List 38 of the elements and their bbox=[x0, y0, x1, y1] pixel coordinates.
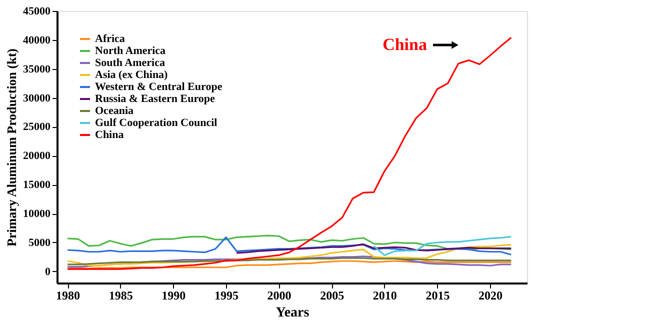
x-tick-label: 2000 bbox=[267, 288, 292, 302]
y-tick-label: 30000 bbox=[23, 92, 51, 104]
line-series bbox=[373, 236, 512, 256]
legend-label: Africa bbox=[95, 33, 126, 45]
annotation: China bbox=[382, 35, 428, 54]
y-tick-label: 20000 bbox=[23, 150, 51, 162]
line-series bbox=[66, 257, 512, 266]
line-series bbox=[236, 243, 512, 254]
legend-label: Russia & Eastern Europe bbox=[95, 93, 216, 105]
line-series bbox=[66, 260, 512, 270]
x-tick-label: 2015 bbox=[426, 288, 450, 302]
x-tick-label: 1995 bbox=[214, 288, 238, 302]
x-axis-title: Years bbox=[276, 306, 310, 320]
y-tick-label: 40000 bbox=[23, 34, 51, 46]
y-axis-title: Primary Aluminum Production (kt) bbox=[4, 48, 19, 247]
legend-label: South America bbox=[95, 57, 166, 69]
line-series bbox=[66, 234, 512, 250]
y-tick-label: 45000 bbox=[23, 6, 51, 18]
y-tick-label: 35000 bbox=[23, 63, 51, 76]
y-tick-label: 10000 bbox=[23, 208, 51, 220]
y-tick-label: 0 bbox=[45, 266, 51, 278]
x-tick-label: 2005 bbox=[320, 288, 344, 302]
legend-label: Gulf Cooperation Council bbox=[95, 117, 218, 129]
x-tick-label: 1990 bbox=[162, 288, 186, 302]
legend-label: Western & Central Europe bbox=[95, 81, 222, 93]
legend-label: North America bbox=[95, 45, 166, 57]
y-tick-label: 15000 bbox=[23, 179, 51, 192]
x-tick-label: 2010 bbox=[372, 288, 397, 302]
x-tick-label: 2020 bbox=[478, 288, 503, 302]
legend-label: Asia (ex China) bbox=[95, 69, 168, 81]
legend-label: China bbox=[95, 129, 124, 141]
x-tick-label: 1985 bbox=[108, 288, 133, 302]
x-tick-label: 1980 bbox=[56, 288, 80, 302]
y-tick-label: 5000 bbox=[28, 236, 51, 249]
y-tick-label: 25000 bbox=[23, 121, 51, 134]
legend-label: Oceania bbox=[95, 105, 134, 117]
line-series bbox=[66, 244, 512, 266]
line-series bbox=[66, 236, 512, 256]
